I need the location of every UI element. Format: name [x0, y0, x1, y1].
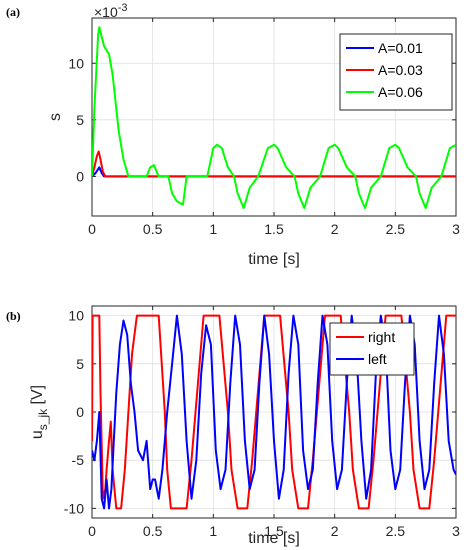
series-line-a-0-06: [92, 26, 456, 210]
x-tick-label: 1: [209, 221, 217, 237]
y-tick-label: 10: [68, 55, 84, 71]
x-tick-label: 0: [88, 523, 96, 539]
series-line-left: [92, 314, 456, 510]
y-exponent-label: ×10-3: [94, 2, 128, 20]
x-axis-label: time [s]: [248, 530, 300, 547]
x-tick-label: 0: [88, 221, 96, 237]
x-tick-label: 2: [331, 523, 339, 539]
series-line-a-0-03: [92, 150, 456, 178]
y-tick-label: 5: [76, 112, 84, 128]
y-tick-label: -5: [72, 452, 85, 468]
legend-box: [329, 322, 415, 376]
panel-label: (b): [6, 309, 21, 323]
chart-panel-b: (b) 0 0.5 1 1.5 2 2.5 3 -10 -5 0 5 10 time [s] us_jk […: [6, 305, 460, 547]
y-tick-label: 0: [76, 168, 84, 184]
x-axis-label: time [s]: [248, 251, 300, 268]
x-tick-label: 1.5: [264, 523, 284, 539]
x-tick-label: 1: [209, 523, 217, 539]
y-tick-label: 5: [76, 356, 84, 372]
y-axis-label: us_jk [V]: [29, 385, 50, 439]
y-tick-label: 0: [76, 404, 84, 420]
panel-label: (a): [6, 5, 20, 19]
legend-box: [339, 33, 453, 111]
x-tick-label: 1.5: [264, 221, 284, 237]
x-tick-label: 3: [452, 221, 460, 237]
legend-entry: A=0.01: [378, 40, 423, 56]
x-tick-label: 2.5: [386, 523, 406, 539]
legend-entry: left: [368, 351, 387, 367]
x-tick-label: 2.5: [386, 221, 406, 237]
y-tick-label: 10: [68, 308, 84, 324]
legend-entry: A=0.06: [378, 84, 423, 100]
legend-entry: A=0.03: [378, 62, 423, 78]
legend-entry: right: [368, 329, 395, 345]
x-tick-label: 3: [452, 523, 460, 539]
chart-panel-a: (a) 0 0.5 1 1.5 2 2.5 3 0 5 10 ×10-3 time [s] s A=0.01…: [6, 2, 460, 268]
x-tick-label: 0.5: [143, 221, 163, 237]
x-tick-label: 0.5: [143, 523, 163, 539]
x-tick-label: 2: [331, 221, 339, 237]
y-axis-label: s: [47, 113, 64, 121]
y-tick-label: -10: [64, 500, 84, 516]
